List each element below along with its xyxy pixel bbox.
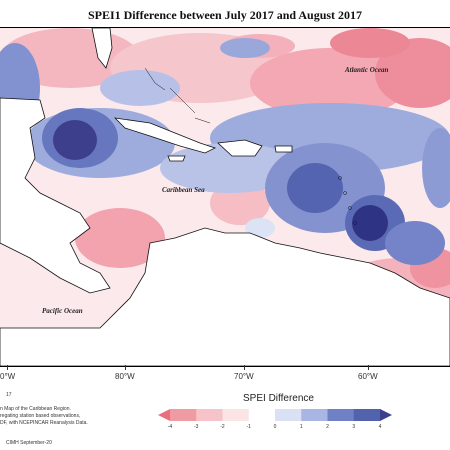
lon-label: 80°W <box>115 372 135 381</box>
legend-tick-label: -2 <box>220 424 225 430</box>
lon-label: 70°W <box>234 372 254 381</box>
credit-text: CIMH September-20 <box>6 440 52 446</box>
legend-tick-label: -4 <box>167 424 173 430</box>
lon-tick <box>244 365 245 370</box>
note-line: n Map of the Caribbean Region. <box>0 406 71 412</box>
legend-tick-label: 0 <box>273 424 277 430</box>
legend-tick-label: 2 <box>326 424 329 430</box>
legend-swatch <box>275 409 302 421</box>
spei-map <box>0 28 450 366</box>
legend-swatch <box>196 409 223 421</box>
legend-swatch <box>248 409 276 421</box>
map-title: SPEI1 Difference between July 2017 and A… <box>87 8 363 22</box>
legend-swatch <box>327 409 355 421</box>
lon-tick <box>368 365 369 370</box>
lon-label: 0°W <box>0 372 16 381</box>
atlantic-ocean-label: Atlantic Ocean <box>345 66 389 74</box>
legend-swatch <box>222 409 250 421</box>
legend-title: SPEI Difference <box>243 393 314 404</box>
legend-swatch <box>353 409 381 421</box>
legend-swatch <box>170 409 197 421</box>
legend-tick-label: -3 <box>194 424 199 430</box>
land-masses <box>0 28 450 366</box>
legend-tick-label: 4 <box>378 424 382 430</box>
bahamas-islands <box>144 67 357 225</box>
legend-tick-label: 3 <box>352 424 356 430</box>
note-line: regating station based observations, <box>0 413 81 419</box>
lon-tick <box>125 365 126 370</box>
lon-label: 60°W <box>358 372 378 381</box>
note-line: 17 <box>6 392 12 398</box>
legend-arrow-right <box>380 409 392 421</box>
pacific-ocean-label: Pacific Ocean <box>42 307 83 315</box>
legend-arrow-left <box>158 409 170 421</box>
legend-tick-label: -1 <box>246 424 251 430</box>
lon-tick <box>7 365 8 370</box>
note-line: DF, with NCEPINCAR Reanalysis Data. <box>0 420 88 426</box>
legend-swatch <box>301 409 328 421</box>
wet-anomalies <box>0 38 450 283</box>
legend-colorbar <box>158 409 392 421</box>
map-panel: Atlantic Ocean Caribbean Sea Pacific Oce… <box>0 27 450 367</box>
caribbean-sea-label: Caribbean Sea <box>162 186 205 194</box>
legend-tick-label: 1 <box>299 424 303 430</box>
